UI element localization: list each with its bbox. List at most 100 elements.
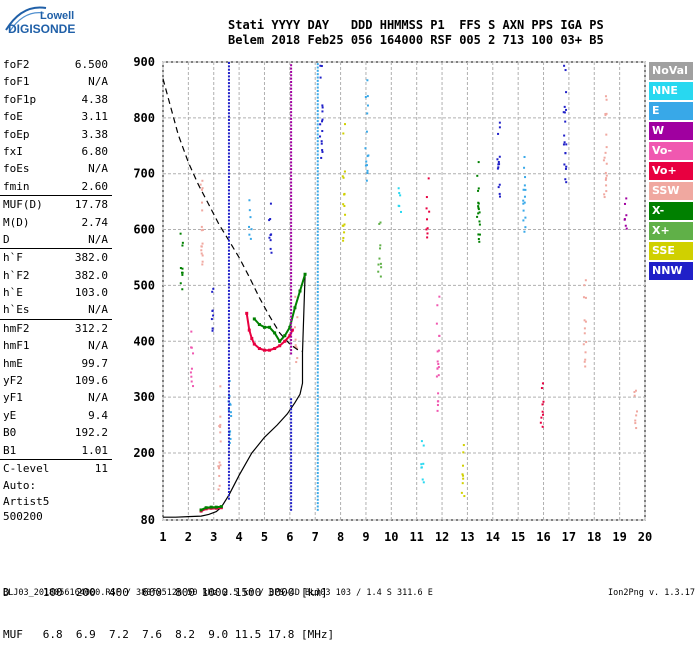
echo-dot (218, 467, 221, 470)
echo-dot (477, 212, 480, 215)
echo-column-dot (316, 76, 319, 79)
echo-dot (377, 270, 380, 273)
echo-column-dot (290, 114, 293, 117)
echo-dot (380, 266, 383, 269)
echo-column-dot (316, 311, 319, 314)
legend-item: SSE (649, 242, 693, 260)
echo-column-dot (316, 83, 319, 86)
echo-column-dot (316, 347, 319, 350)
echo-column-dot (316, 354, 319, 357)
echo-dot (229, 437, 232, 440)
echo-dot (426, 227, 429, 230)
echo-column-dot (316, 250, 319, 253)
y-tick-label: 400 (133, 334, 155, 348)
echo-column-dot (290, 134, 293, 137)
echo-dot (366, 172, 369, 175)
echo-column-dot (227, 266, 230, 269)
echo-dot (522, 209, 525, 212)
echo-dot (321, 106, 324, 109)
echo-dot (190, 375, 193, 378)
echo-dot (343, 170, 346, 173)
echo-dot (179, 232, 182, 235)
echo-dot (420, 440, 423, 443)
echo-column-dot (290, 312, 293, 315)
echo-column-dot (227, 72, 230, 75)
echo-column-dot (227, 417, 230, 420)
echo-column-dot (290, 505, 293, 508)
echo-column-dot (316, 431, 319, 434)
param-value: 4.38 (81, 92, 109, 106)
echo-dot (564, 120, 567, 123)
echo-column-dot (316, 163, 319, 166)
echo-column-dot (316, 120, 319, 123)
echo-dot (420, 463, 423, 466)
echo-dot (635, 414, 638, 417)
auto-label: Auto: (3, 479, 37, 492)
echo-dot (635, 427, 638, 430)
echo-column-dot (316, 428, 319, 431)
echo-dot (498, 195, 501, 198)
echo-column-dot (316, 438, 319, 441)
echo-dot (212, 314, 215, 317)
echo-dot (365, 130, 368, 133)
param-row: foF2 6.500 (0, 56, 112, 73)
echo-column-dot (316, 190, 319, 193)
echo-column-dot (227, 88, 230, 91)
param-row: foEs N/A (0, 160, 112, 177)
echo-column-dot (290, 77, 293, 80)
echo-dot (523, 155, 526, 158)
echo-dot (400, 210, 403, 213)
echo-column-dot (227, 68, 230, 71)
echo-column-dot (316, 502, 319, 505)
echo-column-dot (316, 445, 319, 448)
echo-dot (344, 123, 347, 126)
echo-column-dot (290, 235, 293, 238)
echo-column-dot (290, 241, 293, 244)
echo-column-dot (290, 425, 293, 428)
echo-column-dot (227, 303, 230, 306)
echo-column-dot (227, 209, 230, 212)
param-row: h`Es N/A (0, 301, 112, 318)
echo-dot (541, 382, 544, 385)
echo-dot (462, 477, 465, 480)
param-value: N/A (88, 303, 108, 317)
echo-column-dot (290, 482, 293, 485)
header-labels: Stati YYYY DAY DDD HHMMSS P1 FFS S AXN P… (228, 18, 604, 32)
echo-column-dot (290, 91, 293, 94)
echo-column-dot (316, 116, 319, 119)
echo-column-dot (290, 74, 293, 77)
echo-column-dot (290, 418, 293, 421)
echo-column-dot (227, 423, 230, 426)
echo-column-dot (316, 217, 319, 220)
echo-dot (462, 444, 465, 447)
echo-column-dot (316, 391, 319, 394)
echo-column-dot (316, 291, 319, 293)
echo-dot (320, 65, 323, 68)
echo-column-dot (316, 408, 319, 411)
echo-column-dot (316, 371, 319, 374)
echo-column-dot (316, 66, 319, 69)
echo-dot (320, 142, 323, 145)
echo-dot (342, 224, 345, 227)
echo-dot (436, 367, 439, 370)
echo-column-dot (316, 106, 319, 109)
echo-column-dot (227, 437, 230, 440)
echo-column-dot (227, 196, 230, 199)
echo-column-dot (316, 465, 319, 468)
echo-dot (496, 158, 499, 161)
echo-column-dot (290, 137, 293, 140)
echo-dot (540, 416, 543, 419)
echo-trace (200, 505, 222, 511)
echo-column-dot (227, 149, 230, 152)
echo-dot (427, 177, 430, 180)
echo-column-dot (227, 467, 230, 470)
echo-column-dot (316, 401, 319, 404)
echo-column-dot (290, 292, 293, 295)
echo-dot (477, 187, 480, 190)
echo-column-dot (316, 257, 319, 260)
echo-dot (564, 178, 567, 181)
echo-dot (379, 247, 382, 250)
echo-dot (605, 112, 608, 115)
echo-column-dot (290, 191, 293, 194)
param-value: 17.78 (74, 198, 108, 212)
